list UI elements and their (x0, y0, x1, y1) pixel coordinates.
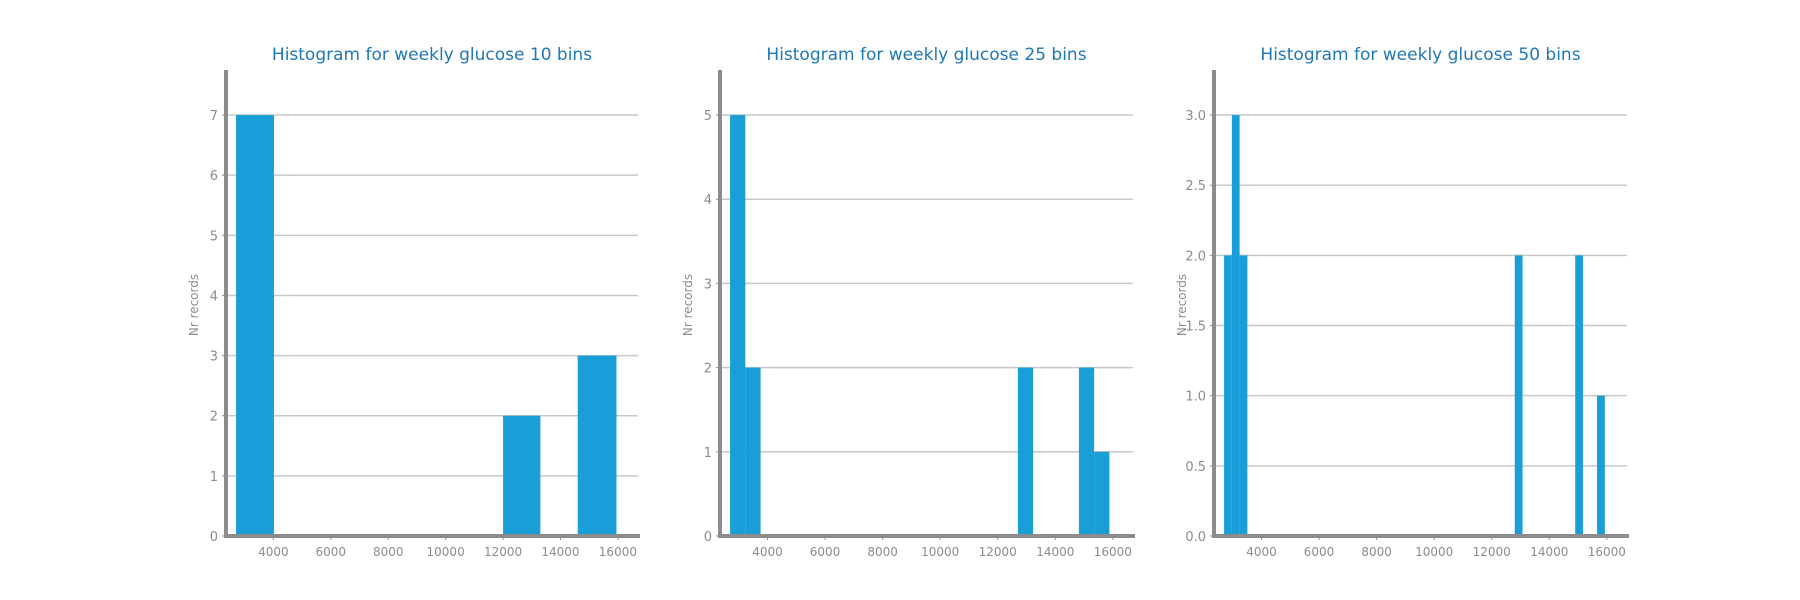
histogram-bar (1094, 451, 1110, 536)
x-tick-label: 12000 (1473, 545, 1511, 559)
y-tick-label: 0 (210, 530, 218, 545)
chart-panel-3: 0.0 0.5 1.0 1.5 2.0 2.5 3.0 4000 6000 8000 10000 12… (1175, 45, 1629, 559)
chart-title: Histogram for weekly glucose 10 bins (272, 45, 592, 65)
histogram-bar (503, 415, 541, 536)
y-tick-label: 3 (704, 277, 712, 292)
y-tick-label: 2 (704, 362, 712, 377)
x-tick-label: 8000 (1361, 545, 1392, 559)
x-tick-label: 8000 (373, 545, 404, 559)
x-tick-label: 10000 (1415, 545, 1453, 559)
y-tick-label: 1.0 (1185, 390, 1206, 405)
y-tick-label: 2.5 (1185, 179, 1206, 194)
x-tick-label: 14000 (541, 545, 579, 559)
x-tick-label: 4000 (258, 545, 289, 559)
histogram-bar (1575, 255, 1583, 536)
y-tick-label: 7 (210, 109, 218, 124)
x-tick-label: 16000 (599, 545, 637, 559)
y-tick-label: 6 (210, 169, 218, 184)
histogram-bar (236, 115, 274, 537)
x-tick-label: 4000 (1246, 545, 1277, 559)
x-tick-label: 10000 (427, 545, 465, 559)
y-tick-label: 3.0 (1185, 109, 1206, 124)
chart-title: Histogram for weekly glucose 25 bins (766, 45, 1086, 65)
y-tick-label: 0.0 (1185, 530, 1206, 545)
y-tick-label: 3 (210, 350, 218, 365)
histogram-bar (577, 355, 617, 536)
chart-title: Histogram for weekly glucose 50 bins (1260, 45, 1580, 65)
x-tick-label: 6000 (810, 545, 841, 559)
y-tick-label: 4 (210, 289, 218, 304)
y-tick-label: 5 (210, 229, 218, 244)
x-tick-label: 16000 (1588, 545, 1626, 559)
histogram-bar (1514, 255, 1523, 536)
y-tick-label: 5 (704, 109, 712, 124)
x-tick-label: 12000 (484, 545, 522, 559)
x-tick-label: 16000 (1094, 545, 1132, 559)
histogram-bar (745, 367, 761, 536)
x-tick-label: 10000 (921, 545, 959, 559)
y-axis-label: Nr records (681, 274, 695, 336)
x-tick-label: 4000 (752, 545, 783, 559)
histogram-bar (730, 115, 746, 537)
y-tick-label: 2 (210, 410, 218, 425)
x-tick-label: 6000 (1304, 545, 1335, 559)
y-tick-label: 2.0 (1185, 249, 1206, 264)
y-tick-label: 1 (210, 470, 218, 485)
x-tick-label: 14000 (1530, 545, 1568, 559)
histogram-bar (1597, 395, 1605, 536)
y-tick-label: 4 (704, 193, 712, 208)
histogram-bar (1239, 255, 1248, 536)
histogram-bar (1231, 115, 1240, 537)
y-tick-label: 1 (704, 446, 712, 461)
x-tick-label: 14000 (1036, 545, 1074, 559)
y-tick-label: 0.5 (1185, 460, 1206, 475)
histogram-bar (1224, 255, 1232, 536)
histogram-bar (1078, 367, 1095, 536)
chart-panel-1: 0 1 2 3 4 5 6 7 4000 6000 8000 10000 12000 14000 16000… (187, 45, 640, 559)
histogram-bar (1017, 367, 1034, 536)
x-tick-label: 12000 (979, 545, 1017, 559)
x-tick-label: 6000 (316, 545, 347, 559)
y-axis-label: Nr records (1175, 274, 1189, 336)
y-tick-label: 1.5 (1185, 320, 1206, 335)
x-tick-label: 8000 (867, 545, 898, 559)
chart-panel-2: 0 1 2 3 4 5 4000 6000 8000 10000 12000 14000 16000 Hi… (681, 45, 1135, 559)
y-axis-label: Nr records (187, 274, 201, 336)
y-tick-label: 0 (704, 530, 712, 545)
